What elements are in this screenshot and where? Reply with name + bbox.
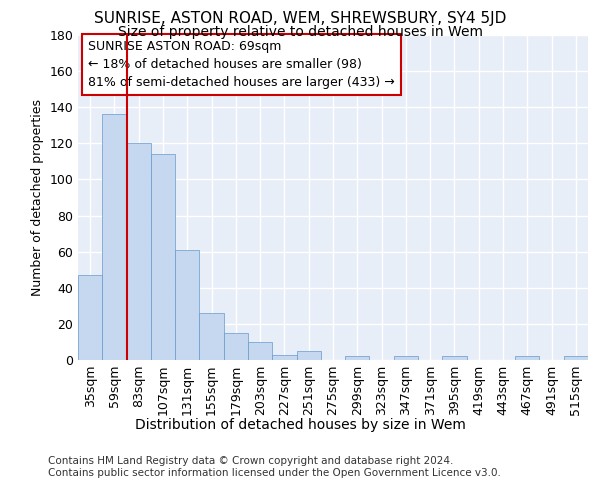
Bar — [345, 356, 370, 360]
Bar — [515, 356, 539, 360]
Text: Distribution of detached houses by size in Wem: Distribution of detached houses by size … — [134, 418, 466, 432]
Bar — [102, 114, 127, 360]
Bar — [394, 356, 418, 360]
Bar — [127, 144, 151, 360]
Bar — [564, 356, 588, 360]
Bar — [248, 342, 272, 360]
Text: SUNRISE, ASTON ROAD, WEM, SHREWSBURY, SY4 5JD: SUNRISE, ASTON ROAD, WEM, SHREWSBURY, SY… — [94, 11, 506, 26]
Y-axis label: Number of detached properties: Number of detached properties — [31, 99, 44, 296]
Bar — [199, 313, 224, 360]
Bar — [442, 356, 467, 360]
Bar — [78, 275, 102, 360]
Text: Size of property relative to detached houses in Wem: Size of property relative to detached ho… — [118, 25, 482, 39]
Bar — [151, 154, 175, 360]
Text: Contains HM Land Registry data © Crown copyright and database right 2024.
Contai: Contains HM Land Registry data © Crown c… — [48, 456, 501, 477]
Bar — [272, 354, 296, 360]
Bar — [175, 250, 199, 360]
Text: SUNRISE ASTON ROAD: 69sqm
← 18% of detached houses are smaller (98)
81% of semi-: SUNRISE ASTON ROAD: 69sqm ← 18% of detac… — [88, 40, 395, 89]
Bar — [224, 333, 248, 360]
Bar — [296, 351, 321, 360]
